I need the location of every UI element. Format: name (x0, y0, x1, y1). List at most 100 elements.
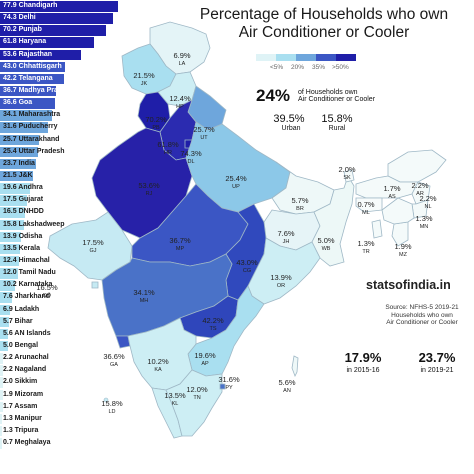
legend-label-2: 20% (291, 64, 305, 71)
ranking-label: 77.9 Chandigarh (3, 2, 58, 9)
legend-swatch-1 (256, 54, 276, 61)
ranking-label: 21.5 J&K (3, 171, 33, 179)
state-value-label: 0.7% (357, 200, 374, 209)
ranking-label: 2.2 Nagaland (3, 366, 47, 374)
ranking-label: 6.9 Ladakh (3, 305, 40, 313)
ranking-row: 42.2 Telangana (0, 73, 120, 85)
state-value-label: 42.2% (202, 316, 224, 325)
state-code-label: GJ (89, 248, 96, 254)
ranking-label: 19.6 Andhra (3, 184, 43, 192)
ranking-label: 23.7 India (3, 159, 35, 167)
state-code-label: LD (108, 409, 115, 415)
ranking-row: 43.0 Chhattisgarh (0, 61, 120, 73)
state-code-label: JH (283, 239, 290, 245)
ranking-row: 1.7 Assam (0, 401, 120, 413)
ranking-bar (0, 377, 4, 388)
ranking-bar (0, 401, 3, 413)
urban-label: Urban (281, 125, 301, 132)
ranking-bar (0, 73, 64, 85)
ranking-row: 10.2 Karnataka (0, 279, 120, 291)
ranking-row: 6.9 Ladakh (0, 304, 120, 316)
source-line-1: Source: NFHS-5 2019-21 (385, 304, 459, 311)
state-value-label: 17.5% (82, 238, 104, 247)
legend-label-1: <5% (270, 64, 284, 71)
ranking-row: 19.6 Andhra (0, 182, 120, 194)
national-caption-2: Air Conditioner or Cooler (298, 96, 376, 103)
state-code-label: UP (232, 184, 240, 190)
state-value-label: 2.2% (411, 181, 428, 190)
ranking-bar (0, 134, 39, 146)
ranking-bar (0, 425, 2, 437)
ranking-row: 1.3 Manipur (0, 413, 120, 425)
state-code-label: TS (209, 326, 216, 332)
state-value-label: 21.5% (133, 71, 155, 80)
ranking-row: 15.8 Lakshadweep (0, 219, 120, 231)
state-value-label: 1.7% (383, 184, 400, 193)
state-code-label: UT (200, 135, 208, 141)
state-code-label: TN (193, 395, 200, 401)
ranking-bar (0, 304, 11, 316)
legend-label-3: 35% (312, 64, 326, 71)
state-labels: 6.9%LA21.5%JK12.4%HP70.2%PB61.8%HR25.7%U… (36, 51, 437, 415)
state-value-label: 2.2% (419, 194, 436, 203)
title-line-1: Percentage of Households who own (199, 6, 449, 23)
urban-value: 39.5% (273, 113, 305, 125)
ranking-label: 1.3 Tripura (3, 426, 39, 434)
state-code-label: MN (420, 224, 429, 230)
source-line-3: Air Conditioner or Cooler (386, 319, 458, 326)
state-code-label: AN (283, 388, 291, 394)
ranking-bar (0, 292, 12, 303)
ranking-row: 13.5 Kerala (0, 243, 120, 255)
ranking-bar (0, 353, 4, 364)
state-code-label: AR (416, 191, 424, 197)
ranking-bar (0, 61, 66, 73)
ranking-label: 61.8 Haryana (3, 38, 47, 46)
ranking-bar (0, 219, 24, 231)
state-tripura (371, 219, 383, 239)
ranking-row: 36.7 Madhya Pradesh (0, 85, 120, 97)
ranking-label: 70.2 Punjab (3, 26, 42, 34)
legend-swatch-5 (336, 54, 356, 61)
state-value-label: 7.6% (277, 229, 294, 238)
ranking-label: 1.3 Manipur (3, 414, 42, 422)
ranking-row: 12.0 Tamil Nadu (0, 267, 120, 279)
ranking-bar (0, 110, 52, 121)
state-value-label: 2.0% (338, 165, 355, 174)
ranking-row: 1.9 Mizoram (0, 389, 120, 401)
current-value: 23.7% (418, 350, 456, 365)
ranking-label: 0.7 Meghalaya (3, 439, 51, 447)
state-value-label: 19.6% (194, 351, 216, 360)
state-code-label: ML (362, 210, 370, 216)
state-value-label: 70.2% (145, 115, 167, 124)
ranking-row: 5.7 Bihar (0, 316, 120, 328)
state-code-label: HR (164, 150, 172, 156)
ranking-row: 2.0 Sikkim (0, 376, 120, 388)
ranking-label: 25.7 Uttarakhand (3, 135, 60, 143)
past-value: 17.9% (344, 350, 382, 365)
state-value-label: 25.4% (225, 174, 247, 183)
ranking-row: 36.6 Goa (0, 97, 120, 109)
ranking-label: 1.9 Mizoram (3, 390, 44, 398)
ranking-label: 31.6 Puducherry (3, 123, 58, 131)
ranking-label: 16.5 DNHDD (3, 208, 44, 216)
state-uttar-pradesh (185, 121, 291, 213)
state-code-label: MZ (399, 252, 408, 258)
state-code-label: KL (172, 401, 179, 407)
state-karnataka (127, 317, 197, 391)
ranking-label: 13.9 Odisha (3, 232, 43, 240)
state-value-label: 1.3% (415, 214, 432, 223)
ranking-row: 23.7 India (0, 158, 120, 170)
state-code-label: BR (296, 206, 304, 212)
ranking-row: 5.6 AN Islands (0, 328, 120, 340)
color-legend: <5% 20% 35% >50% (256, 54, 356, 71)
ranking-label: 10.2 Karnataka (3, 281, 53, 289)
ranking-label: 43.0 Chhattisgarh (3, 62, 62, 70)
state-code-label: AP (201, 361, 209, 367)
ranking-row: 7.6 Jharkhand (0, 291, 120, 303)
state-shapes (47, 21, 447, 439)
ranking-label: 25.4 Uttar Pradesh (3, 147, 65, 155)
ranking-bar (0, 49, 82, 61)
state-goa (115, 335, 131, 349)
state-value-label: 5.0% (317, 236, 334, 245)
source-line-2: Households who own (391, 311, 453, 319)
